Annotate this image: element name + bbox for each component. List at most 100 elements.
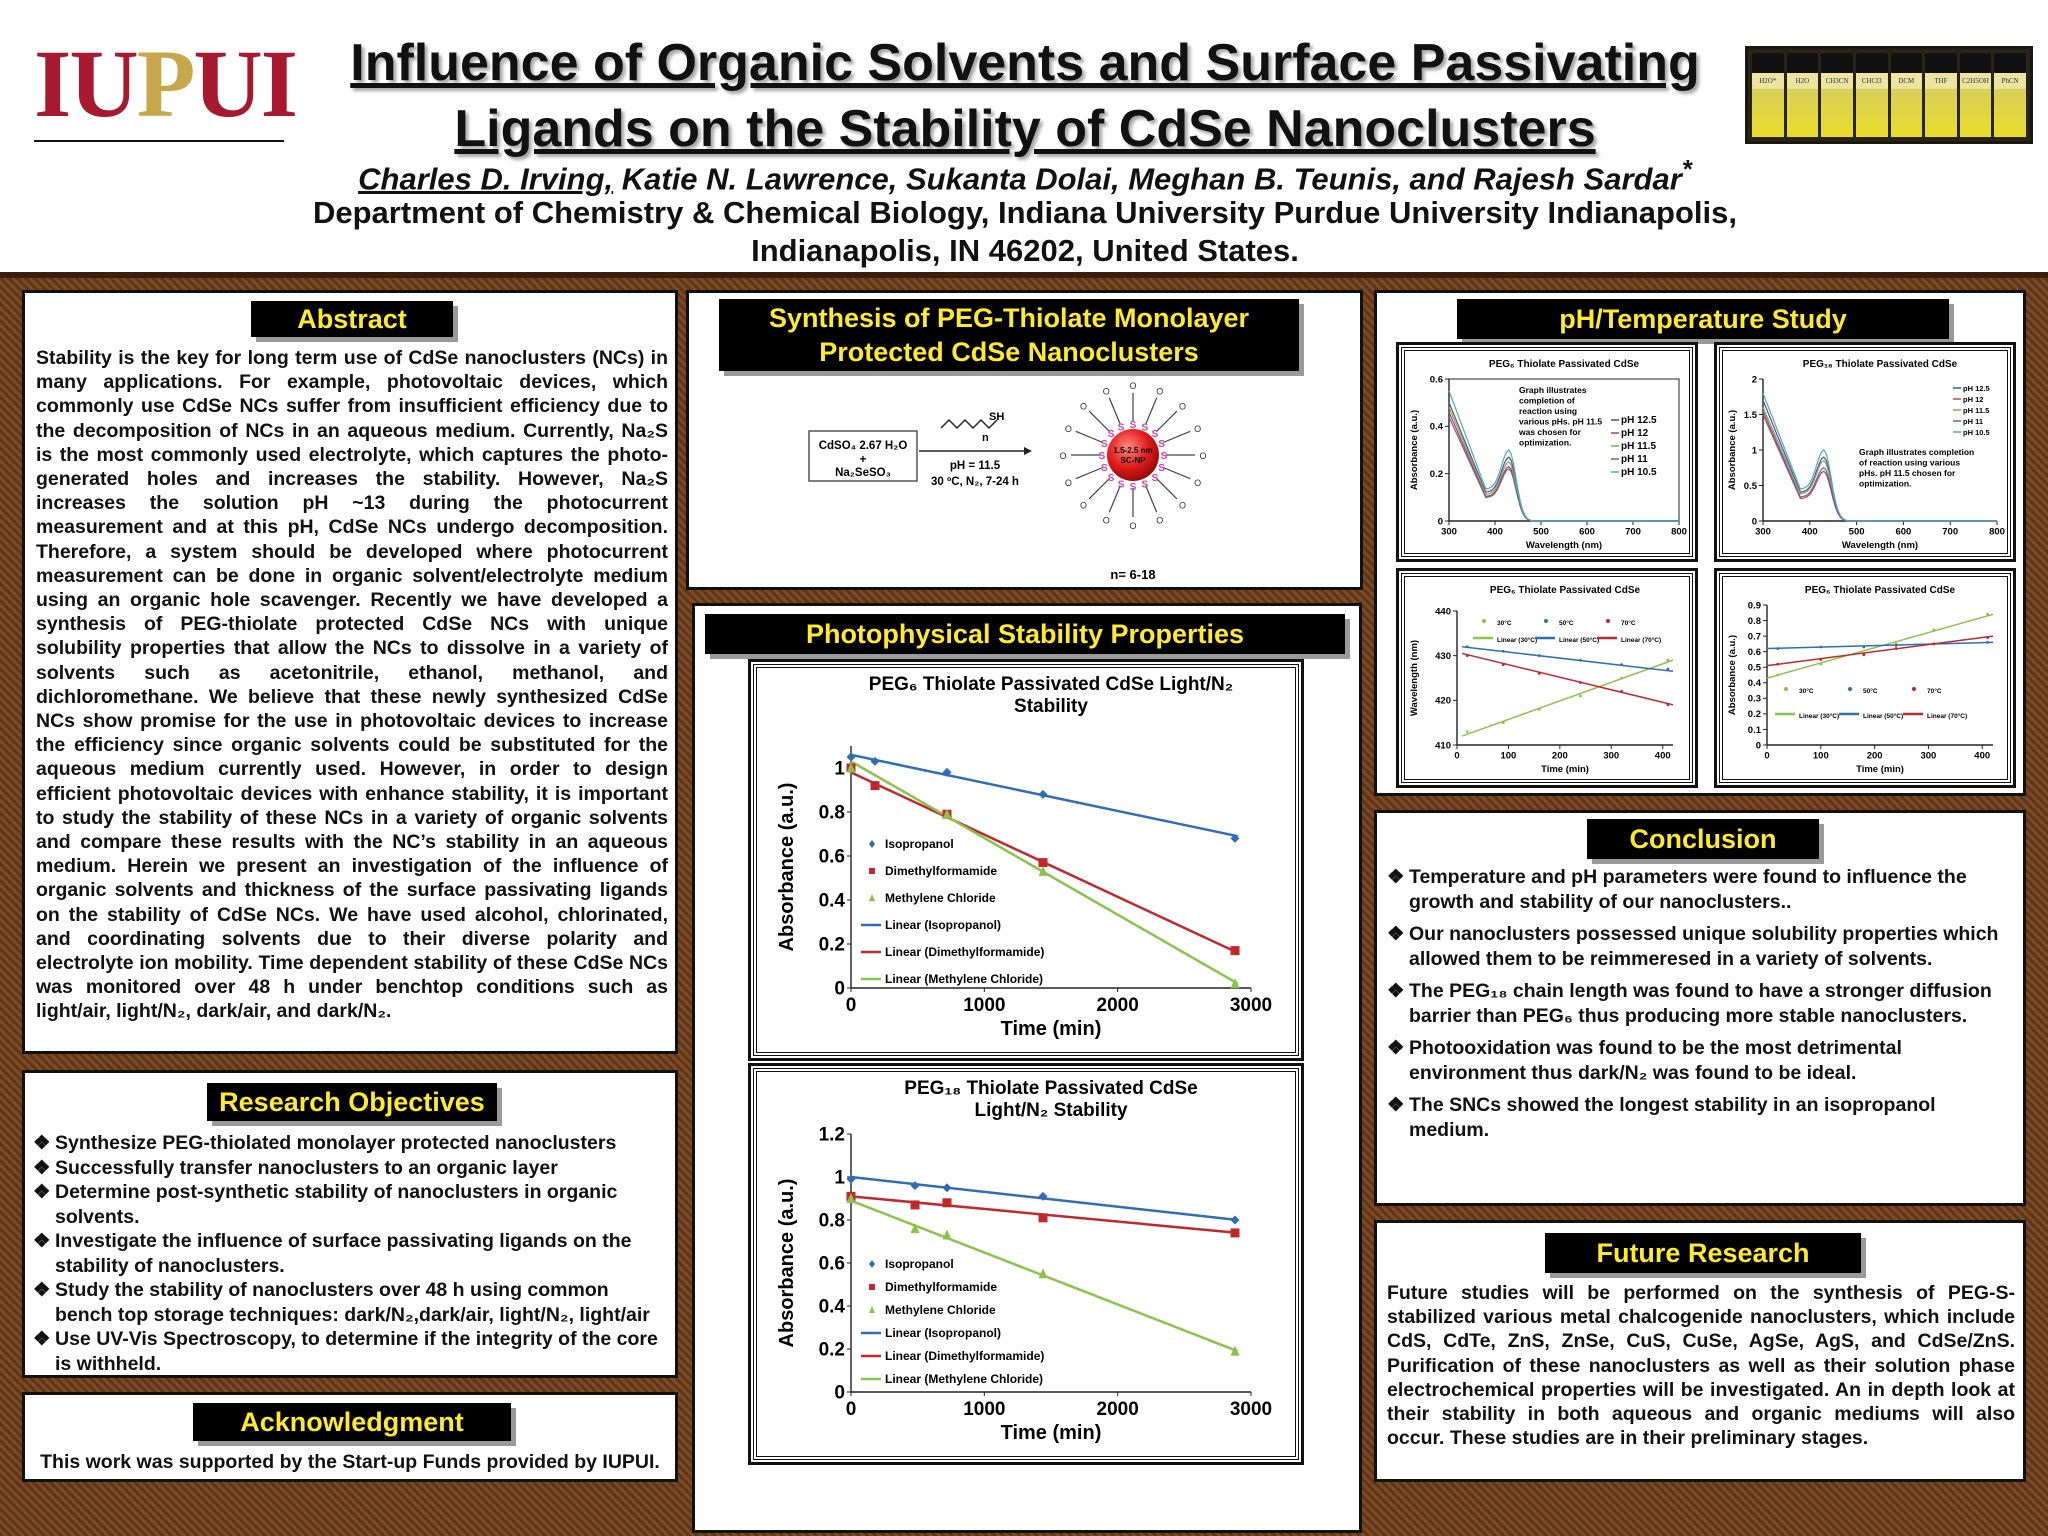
data-point [1465, 645, 1469, 649]
data-point [910, 1223, 920, 1234]
y-tick-label: 0.6 [1430, 374, 1443, 385]
legend-label: pH 11 [1621, 454, 1648, 465]
vial-label: THF [1925, 73, 1957, 89]
x-tick-label: 100 [1500, 751, 1516, 762]
legend-label: Methylene Chloride [885, 891, 996, 905]
legend-label: Isopropanol [885, 1257, 954, 1271]
y-tick-label: 410 [1435, 740, 1451, 751]
sulfur-label: S [1158, 463, 1165, 474]
synthesis-panel: Synthesis of PEG-Thiolate Monolayer Prot… [686, 290, 1363, 590]
n-range-label: n= 6-18 [1110, 567, 1155, 582]
vial: THF [1925, 53, 1957, 137]
y-tick-label: 440 [1435, 606, 1451, 617]
data-point [846, 1193, 856, 1203]
y-tick-label: 0.8 [819, 803, 845, 824]
legend-label: pH 12 [1963, 395, 1983, 404]
sulfur-label: S [1142, 422, 1149, 433]
data-point [1038, 1191, 1048, 1201]
y-tick-label: 0.8 [1748, 616, 1761, 627]
chart-title: PEG₁₈ Thiolate Passivated CdSe [904, 1078, 1197, 1099]
affiliation: Department of Chemistry & Chemical Biolo… [312, 195, 1738, 268]
y-tick-label: 0.2 [819, 1340, 845, 1361]
chart-title: Light/N₂ Stability [974, 1100, 1127, 1121]
list-item-text: Determine post-synthetic stability of na… [55, 1181, 618, 1228]
data-point [846, 1174, 856, 1184]
legend-marker [1482, 619, 1486, 623]
legend-label: Linear (70°C) [1927, 712, 1967, 720]
list-item-text: The SNCs showed the longest stability in… [1409, 1094, 1936, 1141]
x-tick-label: 300 [1441, 527, 1457, 538]
y-tick-label: 0 [1756, 740, 1761, 751]
data-point [1038, 789, 1048, 799]
oxygen-label: O [1103, 386, 1110, 396]
list-item-text: Investigate the influence of surface pas… [55, 1230, 632, 1277]
trendline [1766, 613, 1994, 679]
chart-annotation: optimization. [1859, 479, 1911, 489]
bullet-diamond-icon: ❖ [33, 1328, 51, 1350]
legend-label: Linear (Dimethylformamide) [885, 1349, 1044, 1363]
legend-label: 70°C [1621, 619, 1636, 627]
abstract-text: Stability is the key for long term use o… [36, 347, 668, 1023]
legend-label: 70°C [1927, 687, 1942, 695]
chart-annotation: Graph illustrates [1519, 385, 1587, 395]
sulfur-label: S [1142, 480, 1149, 491]
y-tick-label: 1 [834, 759, 845, 780]
sulfur-label: S [1108, 473, 1115, 484]
oxygen-label: O [1080, 500, 1087, 510]
data-point [942, 767, 952, 777]
x-tick-label: 0 [1454, 751, 1459, 762]
data-point [1230, 1215, 1240, 1225]
spectrum-line [1448, 390, 1679, 522]
y-tick-label: 0 [834, 1383, 845, 1404]
x-tick-label: 2000 [1097, 1399, 1139, 1420]
legend-marker [1848, 687, 1852, 691]
y-tick-label: 0 [1752, 516, 1757, 527]
header-divider [0, 272, 2048, 278]
y-tick-label: 0.8 [819, 1211, 845, 1232]
x-tick-label: 3000 [1230, 1399, 1272, 1420]
legend-marker [869, 868, 875, 874]
data-point [1894, 644, 1898, 647]
legend-label: Linear (70°C) [1621, 636, 1661, 644]
vial-liquid [1821, 89, 1853, 137]
ligand-chain [1088, 477, 1111, 500]
list-item: ❖ Determine post-synthetic stability of n… [33, 1180, 669, 1229]
legend-label: pH 11.5 [1963, 406, 1989, 415]
y-tick-label: 0.6 [819, 1254, 845, 1275]
legend-label: Linear (Methylene Chloride) [885, 1372, 1043, 1386]
legend-label: pH 12.5 [1621, 415, 1657, 426]
abstract-heading: Abstract [251, 301, 453, 337]
ligand-chain [1163, 467, 1191, 480]
x-axis-label: Time (min) [1856, 764, 1904, 775]
y-tick-label: 0.4 [1430, 422, 1444, 433]
x-tick-label: 1000 [963, 995, 1005, 1016]
synthesis-scheme: CdSO₄ 2.67 H₂O + Na₂SeSO₃ SH n pH = 11.5… [808, 381, 1207, 582]
chart-annotation: was chosen for [1518, 427, 1582, 437]
legend-label: 50°C [1559, 619, 1574, 627]
data-point [1537, 654, 1541, 658]
data-point [1465, 730, 1469, 733]
vial-liquid [1925, 89, 1957, 137]
author-list: Charles D. Irving, Katie N. Lawrence, Su… [358, 156, 1692, 197]
ph-temperature-panel: pH/Temperature Study PEG₆ Thiolate Passi… [1374, 290, 2026, 796]
future-research-text: Future studies will be performed on the … [1387, 1282, 2015, 1450]
data-point [1620, 663, 1623, 666]
bullet-diamond-icon: ❖ [33, 1181, 51, 1203]
legend-marker [869, 1306, 875, 1313]
data-point [1776, 647, 1780, 650]
legend-label: 30°C [1497, 619, 1512, 627]
bullet-diamond-icon: ❖ [1387, 1094, 1405, 1116]
peg6-temp-wavelength-chart-frame: PEG₆ Thiolate Passivated CdSe 0 100 200 300 4… [1396, 568, 1698, 788]
sulfur-label: S [1152, 473, 1159, 484]
legend-label: pH 12 [1621, 428, 1649, 439]
chart-title: PEG₆ Thiolate Passivated CdSe Light/N₂ [869, 674, 1233, 695]
y-tick-label: 1 [834, 1168, 845, 1189]
x-axis-label: Wavelength (nm) [1842, 540, 1918, 551]
list-item: ❖ Investigate the influence of surface pa… [33, 1229, 669, 1278]
oxygen-label: O [1179, 500, 1186, 510]
y-axis-label: Absorbance (a.u.) [1727, 410, 1738, 490]
data-point [1579, 694, 1582, 698]
data-point [1230, 833, 1240, 843]
data-point [1230, 978, 1240, 989]
x-tick-label: 200 [1867, 751, 1883, 762]
